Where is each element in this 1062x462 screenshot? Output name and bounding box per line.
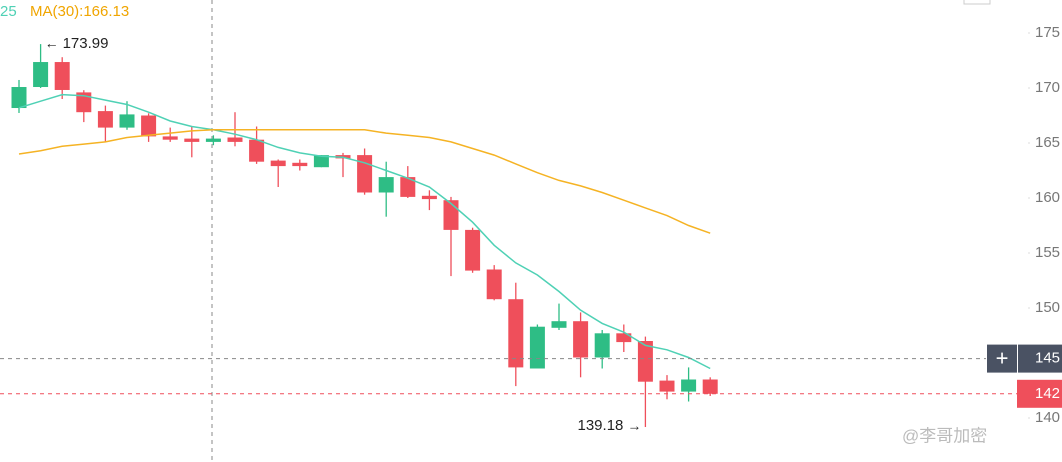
- y-tick-label: 150: [1035, 299, 1060, 316]
- candle-body: [76, 92, 92, 113]
- y-tick-label: 170: [1035, 79, 1060, 96]
- crosshair-label: 145: [1035, 350, 1060, 367]
- candle-body: [400, 177, 416, 197]
- candle-body: [292, 162, 308, 167]
- candle-body: [54, 62, 70, 90]
- plus: +: [996, 345, 1009, 370]
- candle-body: [486, 269, 502, 300]
- candle-body: [270, 160, 286, 167]
- candle-body: [184, 138, 200, 142]
- candle-body: [702, 379, 718, 394]
- candle-body: [162, 136, 178, 140]
- candle-body: [594, 333, 610, 358]
- last-price-label: 142: [1035, 385, 1060, 402]
- candle-body: [378, 177, 394, 193]
- candle-body: [97, 111, 113, 128]
- ma-line: [18, 129, 711, 234]
- high-annotation: 173.99: [63, 35, 109, 52]
- candle-body: [659, 380, 675, 392]
- candle-body: [141, 115, 157, 137]
- candle-body: [421, 195, 437, 200]
- watermark: @李哥加密: [902, 426, 987, 445]
- candle-body: [11, 87, 27, 109]
- ma-legend: MA(30):166.13: [30, 3, 129, 20]
- y-tick-label: 155: [1035, 244, 1060, 261]
- y-tick-label: 160: [1035, 189, 1060, 206]
- ma-line: [18, 93, 711, 370]
- candle-body: [119, 114, 135, 128]
- corner-box[interactable]: [963, 0, 991, 5]
- candle-body: [573, 321, 589, 358]
- y-tick-label: 165: [1035, 134, 1060, 151]
- low-annotation: 139.18: [578, 417, 624, 434]
- candle-body: [637, 341, 653, 382]
- y-tick-label: 175: [1035, 24, 1060, 41]
- crosshair-box: [1018, 344, 1062, 373]
- arrow: →: [627, 418, 641, 434]
- candle-body: [529, 326, 545, 369]
- candle-body: [443, 200, 459, 230]
- candle-body: [205, 138, 221, 142]
- candle-body: [465, 229, 481, 271]
- candle-body: [551, 321, 567, 328]
- arrow: ←: [45, 35, 59, 51]
- y-tick-label: 140: [1035, 409, 1060, 426]
- candle-body: [681, 379, 697, 392]
- candle-body: [227, 137, 243, 142]
- ma-legend: 25: [0, 3, 17, 20]
- candle-body: [508, 299, 524, 368]
- candle-body: [313, 155, 329, 168]
- candle-body: [33, 62, 49, 88]
- candle-body: [249, 139, 265, 162]
- candle-body: [616, 333, 632, 343]
- add-button[interactable]: [987, 344, 1017, 373]
- last-price-box: [1017, 379, 1062, 408]
